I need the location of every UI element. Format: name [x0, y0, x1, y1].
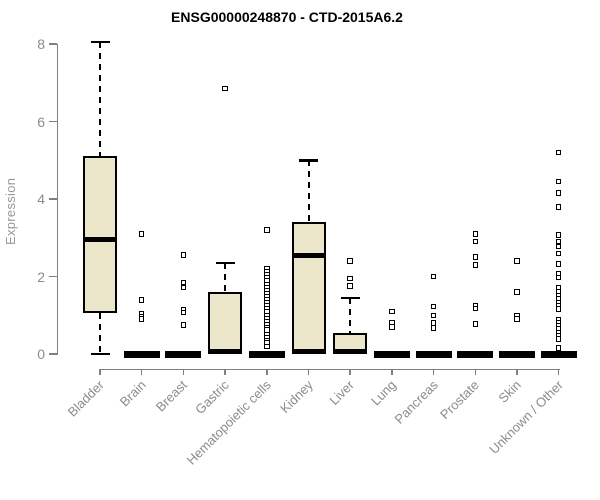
outlier-point — [555, 149, 562, 156]
collapsed-box — [540, 351, 577, 358]
y-tick-label: 4 — [37, 191, 45, 207]
outlier-point — [555, 274, 562, 281]
y-tick-label: 0 — [37, 346, 45, 362]
lower-whisker-cap — [90, 352, 110, 356]
upper-whisker-cap — [340, 296, 360, 300]
outlier-point — [389, 308, 395, 315]
iqr-box — [333, 332, 368, 354]
y-tick-label: 8 — [37, 36, 45, 52]
y-axis-tick — [49, 120, 57, 123]
outlier-point — [472, 262, 479, 268]
x-axis-tick — [391, 368, 393, 375]
collapsed-box — [457, 351, 494, 358]
upper-whisker — [224, 262, 227, 292]
median-line — [291, 252, 326, 258]
collapsed-box — [248, 351, 285, 358]
outlier-point — [430, 325, 437, 331]
outlier-point — [555, 178, 562, 185]
outlier-point — [472, 321, 479, 327]
x-axis-tick — [349, 368, 351, 375]
x-axis-tick — [182, 368, 185, 375]
outlier-point — [180, 284, 187, 291]
outlier-point — [555, 250, 562, 256]
outlier-point — [180, 252, 187, 258]
outlier-point — [264, 227, 270, 233]
iqr-box — [291, 222, 326, 354]
x-axis-tick — [307, 368, 310, 375]
outlier-point — [138, 297, 145, 303]
collapsed-box — [123, 351, 160, 358]
x-axis-tick — [266, 368, 268, 375]
median-line — [83, 237, 117, 243]
outlier-point — [180, 309, 187, 316]
outlier-point — [138, 316, 145, 322]
outlier-point — [472, 238, 479, 245]
x-axis-tick — [557, 368, 560, 375]
y-tick-label: 6 — [37, 113, 45, 130]
x-axis-tick — [474, 368, 477, 375]
upper-whisker — [99, 42, 101, 157]
outlier-point — [555, 204, 562, 210]
outlier-point — [222, 85, 228, 92]
upper-whisker — [349, 297, 352, 333]
y-axis-tick — [49, 275, 57, 278]
outlier-point — [347, 258, 353, 264]
chart-title: ENSG00000248870 - CTD-2015A6.2 — [171, 9, 403, 25]
outlier-point — [472, 254, 479, 260]
lower-whisker — [99, 313, 101, 354]
outlier-point — [555, 345, 562, 351]
y-axis-tick — [49, 43, 57, 45]
upper-whisker-cap — [299, 159, 318, 162]
y-axis-line — [56, 43, 58, 355]
outlier-point — [555, 261, 562, 267]
outlier-point — [430, 303, 437, 310]
iqr-box — [83, 156, 117, 314]
x-axis-tick — [224, 368, 226, 375]
collapsed-box — [165, 351, 202, 358]
outlier-point — [555, 190, 562, 196]
outlier-point — [430, 312, 437, 318]
collapsed-box — [415, 351, 452, 358]
outlier-point — [138, 231, 145, 237]
outlier-point — [514, 316, 520, 322]
outlier-point — [555, 243, 562, 250]
y-axis-tick — [49, 353, 57, 355]
collapsed-box — [499, 351, 535, 358]
y-tick-label: 2 — [37, 268, 45, 285]
x-axis-tick — [140, 368, 143, 375]
outlier-point — [555, 336, 562, 342]
outlier-point — [472, 305, 479, 312]
collapsed-box — [373, 351, 410, 358]
outlier-point — [347, 283, 353, 289]
y-axis-tick — [49, 198, 57, 200]
x-axis-tick — [516, 368, 518, 375]
outlier-point — [430, 273, 437, 280]
outlier-point — [514, 258, 520, 264]
x-axis-line — [98, 368, 560, 370]
x-axis-tick — [432, 368, 435, 375]
outlier-point — [389, 324, 395, 330]
upper-whisker-cap — [90, 40, 110, 44]
outlier-point — [514, 289, 520, 295]
outlier-point — [555, 232, 562, 238]
upper-whisker — [307, 160, 310, 223]
outlier-point — [347, 275, 353, 282]
upper-whisker-cap — [215, 261, 235, 265]
x-axis-tick — [99, 368, 101, 375]
outlier-point — [555, 306, 562, 312]
outlier-point — [264, 343, 270, 349]
iqr-box — [208, 292, 243, 354]
outlier-point — [180, 322, 187, 328]
outlier-point — [472, 231, 479, 237]
